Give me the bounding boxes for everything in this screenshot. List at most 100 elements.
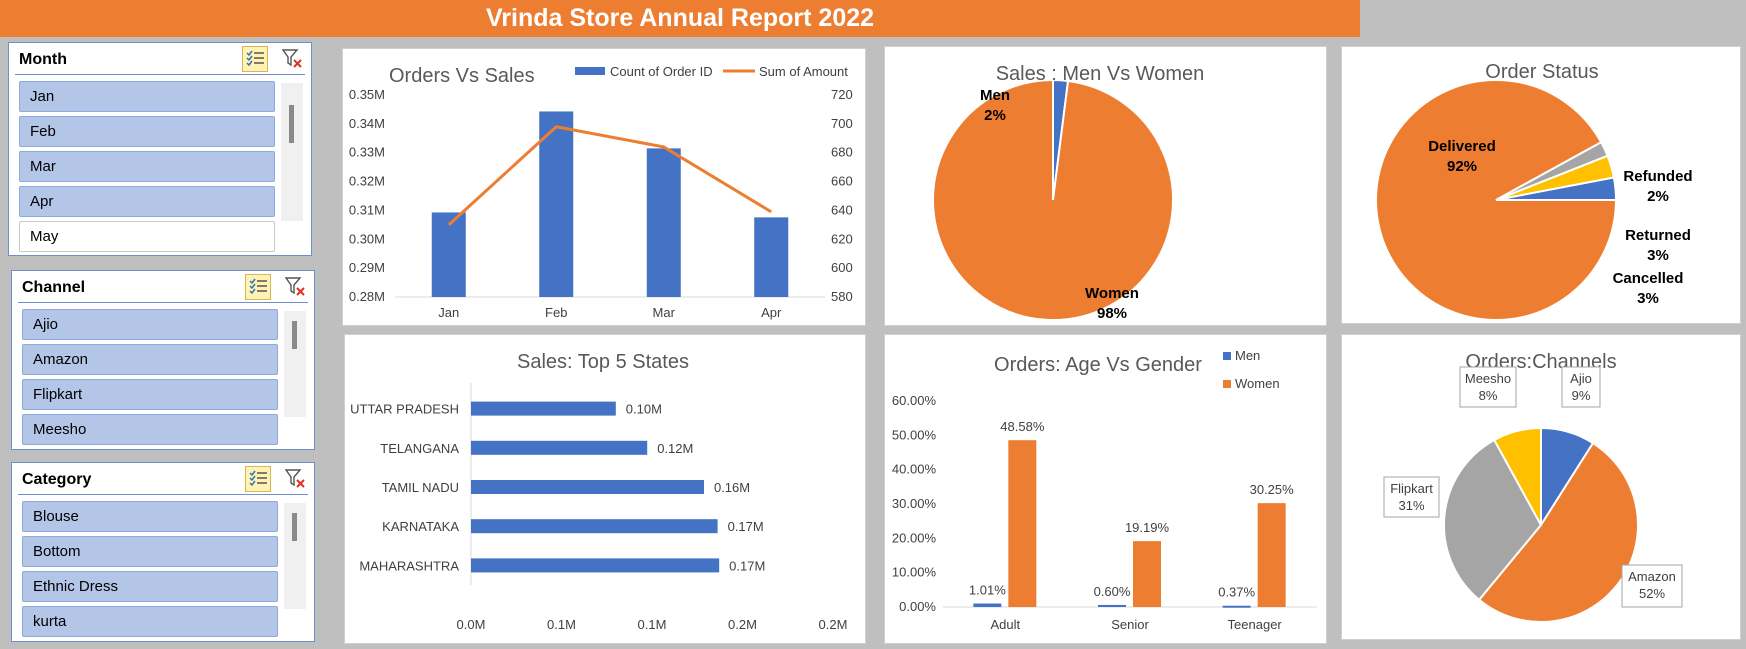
y-tick-label: 0.32M [349,174,385,189]
order-status-panel: Order Status Delivered 92% Refunded 2% Return… [1341,46,1741,324]
bar [539,111,574,297]
bar [973,603,1002,607]
data-callout [1459,366,1517,408]
data-label: 48.58% [1000,419,1045,434]
bar [1008,440,1037,607]
slicer-item[interactable]: Flipkart [22,379,278,410]
x-tick-label: 0.0M [457,617,486,632]
pie-value: 31% [1398,498,1424,513]
slicer-item[interactable]: Blouse [22,501,278,532]
slicer-item[interactable]: Bottom [22,536,278,567]
pie-label: Returned [1625,227,1691,244]
data-callout [1383,476,1440,518]
pie-value: 52% [1639,586,1665,601]
y-tick-label: 0.00% [899,599,936,614]
y-tick-label: 0.28M [349,289,385,304]
y2-tick-label: 600 [831,260,853,275]
data-label: 30.25% [1250,482,1295,497]
y2-tick-label: 660 [831,174,853,189]
slicer-item[interactable]: Ethnic Dress [22,571,278,602]
pie-label: Men [980,87,1010,104]
scrollbar-thumb[interactable] [289,105,294,143]
y-tick-label: 50.00% [892,427,937,442]
legend-label: Women [1235,376,1280,391]
multi-select-icon[interactable] [245,466,271,492]
multi-select-icon[interactable] [245,274,271,300]
bar [471,558,720,573]
data-label: 0.60% [1094,584,1131,599]
y2-tick-label: 620 [831,231,853,246]
y-tick-label: TELANGANA [380,441,459,456]
data-callout [1621,564,1683,608]
top5-states-panel: Sales: Top 5 States UTTAR PRADESH 0.10M TEL… [344,334,866,644]
slicer-title: Channel [22,279,86,296]
legend-swatch [1223,380,1231,388]
y-tick-label: 0.30M [349,231,385,246]
scrollbar-thumb[interactable] [292,513,297,541]
slicer-item[interactable]: Mar [19,151,275,182]
chart-title: Orders: Age Vs Gender [994,354,1202,376]
bar [1257,503,1286,607]
scrollbar-thumb[interactable] [292,321,297,349]
clear-filter-icon[interactable] [281,47,305,71]
y-tick-label: KARNATAKA [382,519,459,534]
report-title-banner: Vrinda Store Annual Report 2022 [0,0,1360,37]
slicer-item[interactable]: kurta [22,606,278,637]
category-slicer[interactable]: Category Blouse Bottom Ethnic Dress kurta [11,462,315,642]
x-tick-label: Senior [1111,617,1149,632]
y2-tick-label: 640 [831,202,853,217]
pie-label: Flipkart [1390,481,1433,496]
pie-value: 3% [1637,290,1659,307]
chart-title: Order Status [1485,61,1598,83]
bar [471,440,648,455]
x-tick-label: 0.2M [728,617,757,632]
month-slicer[interactable]: Month Jan Feb Mar Apr May [8,42,312,256]
slicer-item[interactable]: Apr [19,186,275,217]
legend-label: Men [1235,348,1260,363]
y-tick-label: 0.34M [349,116,385,131]
pie-slice [1495,176,1618,201]
pie-label: Amazon [1628,569,1676,584]
y2-tick-label: 680 [831,145,853,160]
slicer-item[interactable]: Ajio [22,309,278,340]
pie-slice [1492,426,1542,526]
slicer-scrollbar[interactable] [284,503,306,609]
clear-filter-icon[interactable] [284,275,308,299]
pie-value: 92% [1447,158,1477,175]
slicer-item[interactable]: Meesho [22,414,278,445]
data-label: 1.01% [969,583,1006,598]
bar [471,401,616,416]
data-callout [1561,366,1601,408]
orders-channels-panel: Orders:Channels Ajio 9% Amazon 52% Flipkart 31… [1341,334,1741,640]
x-tick-label: Teenager [1228,617,1283,632]
slicer-item[interactable]: Jan [19,81,275,112]
bar [646,148,681,297]
multi-select-icon[interactable] [242,46,268,72]
slicer-title: Category [22,471,92,488]
bar [1222,605,1251,608]
slicer-item[interactable]: Feb [19,116,275,147]
channel-slicer[interactable]: Channel Ajio Amazon Flipkart Meesho [11,270,315,450]
y2-tick-label: 700 [831,116,853,131]
x-tick-label: 0.2M [819,617,848,632]
orders-vs-sales-chart: Orders Vs Sales Count of Order ID Sum of A… [349,64,853,320]
legend-label: Sum of Amount [759,64,848,79]
slicer-scrollbar[interactable] [284,311,306,417]
y-tick-label: 30.00% [892,496,937,511]
y-tick-label: TAMIL NADU [382,480,459,495]
bar [1133,541,1161,607]
order-status-chart: Order Status Delivered 92% Refunded 2% Return… [1375,61,1693,321]
slicer-item[interactable]: Amazon [22,344,278,375]
data-label: 0.10M [626,402,662,417]
slicer-header: Channel [18,271,308,303]
slicer-item[interactable]: May [19,221,275,252]
slicer-scrollbar[interactable] [281,83,303,221]
legend-swatch [575,67,605,75]
clear-filter-icon[interactable] [284,467,308,491]
x-tick-label: 0.1M [547,617,576,632]
pie-value: 2% [984,107,1006,124]
x-tick-label: 0.1M [638,617,667,632]
top5-states-chart: Sales: Top 5 States UTTAR PRADESH 0.10M TEL… [350,351,848,632]
pie-value: 9% [1572,388,1591,403]
pie-value: 8% [1479,388,1498,403]
